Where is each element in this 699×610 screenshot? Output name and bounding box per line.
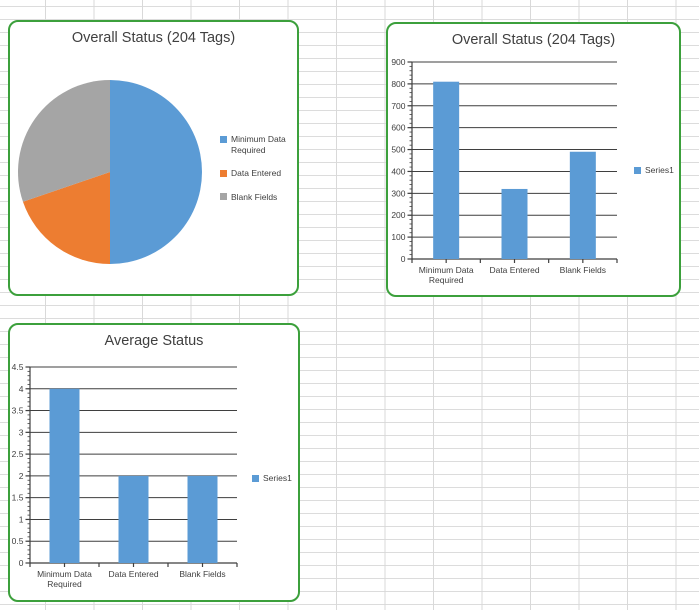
svg-text:Required: Required [429,275,464,285]
legend-item: Series1 [252,473,292,484]
svg-text:1: 1 [19,514,24,524]
svg-text:0: 0 [19,558,24,568]
pie-chart-title: Overall Status (204 Tags) [71,30,236,46]
legend-label: Data Entered [231,168,282,178]
legend-label: Series1 [263,473,292,483]
svg-text:300: 300 [391,188,405,198]
svg-text:Data Entered: Data Entered [108,569,158,579]
svg-text:700: 700 [391,101,405,111]
bar-chart-legend: Series1 [252,473,292,484]
svg-text:900: 900 [391,57,405,67]
legend-label: Minimum Data Required [231,134,286,155]
legend-item: Minimum Data Required [220,134,293,155]
bar-chart-title: Overall Status (204 Tags) [451,32,616,48]
svg-text:Blank Fields: Blank Fields [179,569,225,579]
legend-swatch [220,193,227,200]
svg-text:3.5: 3.5 [12,406,24,416]
svg-text:100: 100 [391,232,405,242]
bar-chart-plot: 0 100 200 300 400 500 600 700 800 900 Minimum Data… [391,57,618,285]
bar-chart-title: Average Status [104,333,204,349]
pie-chart-plot [17,80,202,264]
bar-chart-plot: 0 0.5 1 1.5 2 2.5 3 3.5 4 4.5 Minimum DataRequired… [12,362,238,589]
svg-text:0: 0 [401,254,406,264]
legend-label: Series1 [645,165,674,175]
svg-text:Minimum Data: Minimum Data [419,265,474,275]
legend-item: Blank Fields [220,192,293,203]
svg-text:800: 800 [391,79,405,89]
legend-item: Data Entered [220,168,293,179]
bar-0 [49,388,80,563]
pie-slice-1 [22,172,110,264]
legend-swatch [252,474,259,482]
pie-chart-card-overall-status[interactable]: Overall Status (204 Tags) Minimum Data R… [8,20,299,296]
svg-text:Data Entered: Data Entered [489,265,539,275]
svg-text:2.5: 2.5 [12,449,24,459]
bar-chart-card-average-status[interactable]: Average Status 0 0.5 1 1.5 2 2.5 3 3.5 4 4.5 Minim… [8,323,300,602]
pie-chart-legend: Minimum Data Required Data Entered Blank F… [220,134,293,202]
pie-slice-2 [17,80,110,202]
svg-text:Required: Required [47,579,82,589]
legend-swatch [634,166,641,174]
pie-slices [17,80,202,264]
svg-text:0.5: 0.5 [12,536,24,546]
y-axis: 0 0.5 1 1.5 2 2.5 3 3.5 4 4.5 [12,362,31,568]
svg-text:1.5: 1.5 [12,493,24,503]
y-axis: 0 100 200 300 400 500 600 700 800 900 [391,57,413,264]
bar-1 [501,188,528,259]
svg-text:4.5: 4.5 [12,362,24,372]
legend-swatch [220,135,227,143]
svg-text:600: 600 [391,123,405,133]
svg-text:4: 4 [19,384,24,394]
svg-text:3: 3 [19,427,24,437]
svg-text:500: 500 [391,145,405,155]
pie-slice-0 [110,80,202,264]
bars [49,388,218,563]
bar-0 [433,81,460,259]
svg-text:200: 200 [391,210,405,220]
bars [433,81,596,259]
bar-chart-card-overall-status[interactable]: Overall Status (204 Tags) 0 100 200 300 400 5… [386,22,681,297]
svg-text:2: 2 [19,471,24,481]
legend-item: Series1 [634,165,674,176]
svg-text:Minimum Data: Minimum Data [37,569,92,579]
svg-text:Blank Fields: Blank Fields [560,265,606,275]
legend-swatch [220,169,227,177]
bar-chart-legend: Series1 [634,165,674,176]
bar-2 [569,151,596,259]
bar-1 [118,475,149,563]
svg-text:400: 400 [391,166,405,176]
bar-2 [187,475,218,563]
legend-label: Blank Fields [231,191,278,202]
